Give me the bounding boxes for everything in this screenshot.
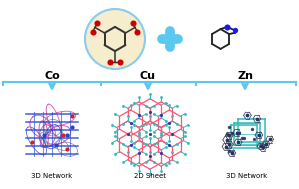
- Text: 3D Network: 3D Network: [226, 173, 268, 179]
- Text: Cu: Cu: [140, 71, 156, 81]
- Text: 2D Sheet: 2D Sheet: [134, 173, 166, 179]
- Text: Zn: Zn: [237, 71, 253, 81]
- Text: Co: Co: [44, 71, 60, 81]
- Text: 3D Network: 3D Network: [31, 173, 73, 179]
- Circle shape: [85, 9, 145, 69]
